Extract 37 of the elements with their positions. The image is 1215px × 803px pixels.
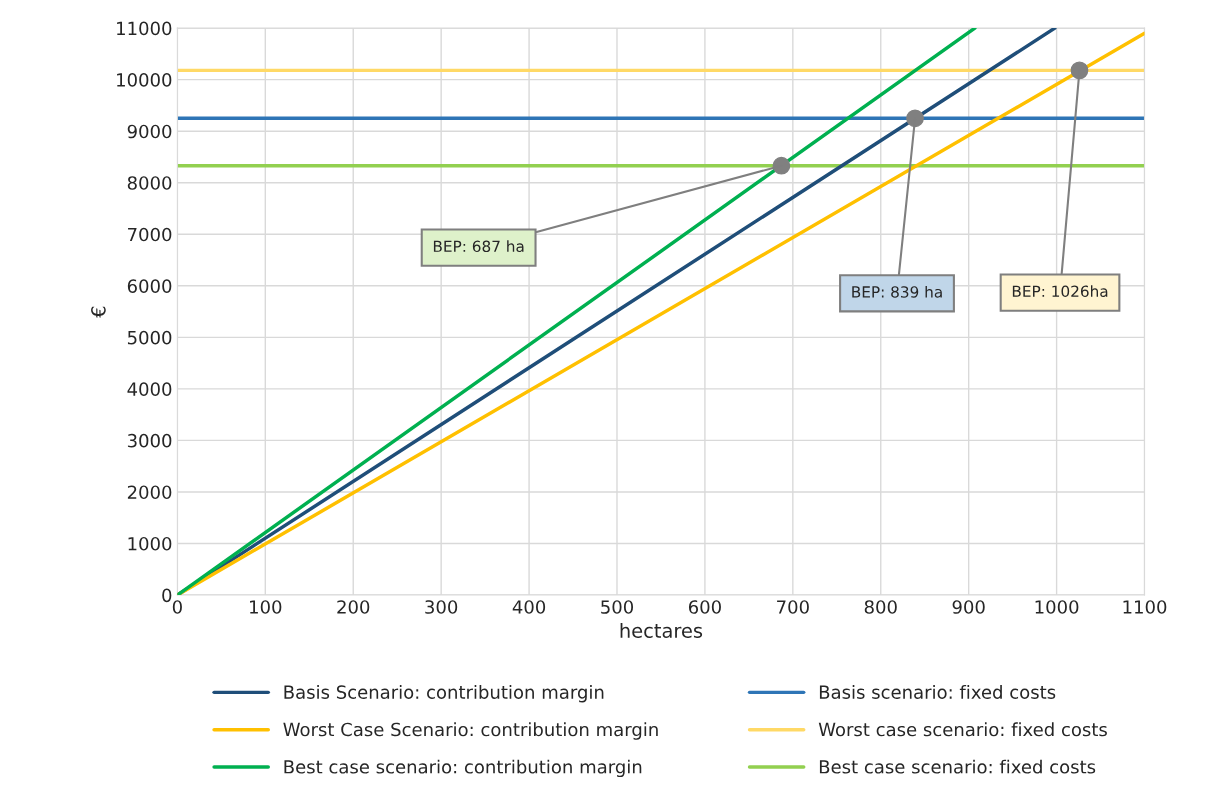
y-tick-label: 1000 bbox=[128, 536, 172, 551]
legend-label: Worst Case Scenario: contribution margin bbox=[283, 722, 658, 740]
annotation: BEP: 839 ha bbox=[852, 285, 942, 298]
legend-label: Best case scenario: fixed costs bbox=[819, 759, 1096, 774]
x-tick-label: 1100 bbox=[1123, 600, 1167, 614]
x-axis-title: hectares bbox=[620, 622, 703, 638]
x-tick-label: 500 bbox=[601, 600, 634, 614]
legend-label: Basis Scenario: contribution margin bbox=[284, 684, 604, 703]
y-tick-label: 5000 bbox=[127, 330, 172, 345]
x-tick-label: 900 bbox=[952, 600, 985, 614]
point bbox=[772, 156, 791, 175]
y-tick-label: 7000 bbox=[128, 227, 172, 242]
y-tick-label: 3000 bbox=[127, 433, 172, 448]
y-tick-label: 9000 bbox=[127, 124, 172, 139]
y-tick-label: 4000 bbox=[127, 382, 172, 396]
y-axis-title: € bbox=[91, 306, 106, 318]
x-tick-label: 0 bbox=[172, 600, 182, 614]
y-tick-label: 10000 bbox=[117, 73, 172, 87]
y-tick-label: 6000 bbox=[127, 279, 172, 293]
x-tick-label: 400 bbox=[512, 600, 546, 614]
legend-label: Best case scenario: contribution margin bbox=[284, 759, 642, 778]
y-tick-label: 11000 bbox=[117, 21, 172, 36]
x-tick-label: 800 bbox=[864, 600, 897, 614]
x-tick-label: 100 bbox=[250, 600, 282, 614]
y-tick-label: 2000 bbox=[127, 485, 172, 500]
x-tick-label: 600 bbox=[688, 600, 721, 614]
x-tick-label: 200 bbox=[337, 600, 370, 614]
y-tick-label: 8000 bbox=[127, 176, 172, 190]
point bbox=[1070, 61, 1089, 80]
x-tick-label: 1000 bbox=[1035, 600, 1079, 614]
y-tick-label: 0 bbox=[162, 588, 172, 603]
legend-label: Basis scenario: fixed costs bbox=[819, 684, 1056, 699]
x-tick-label: 300 bbox=[425, 600, 458, 614]
legend-label: Worst case scenario: fixed costs bbox=[818, 722, 1107, 737]
x-tick-label: 700 bbox=[777, 600, 809, 614]
annotation: BEP: 1026ha bbox=[1012, 285, 1108, 298]
annotation: BEP: 687 ha bbox=[433, 240, 524, 253]
